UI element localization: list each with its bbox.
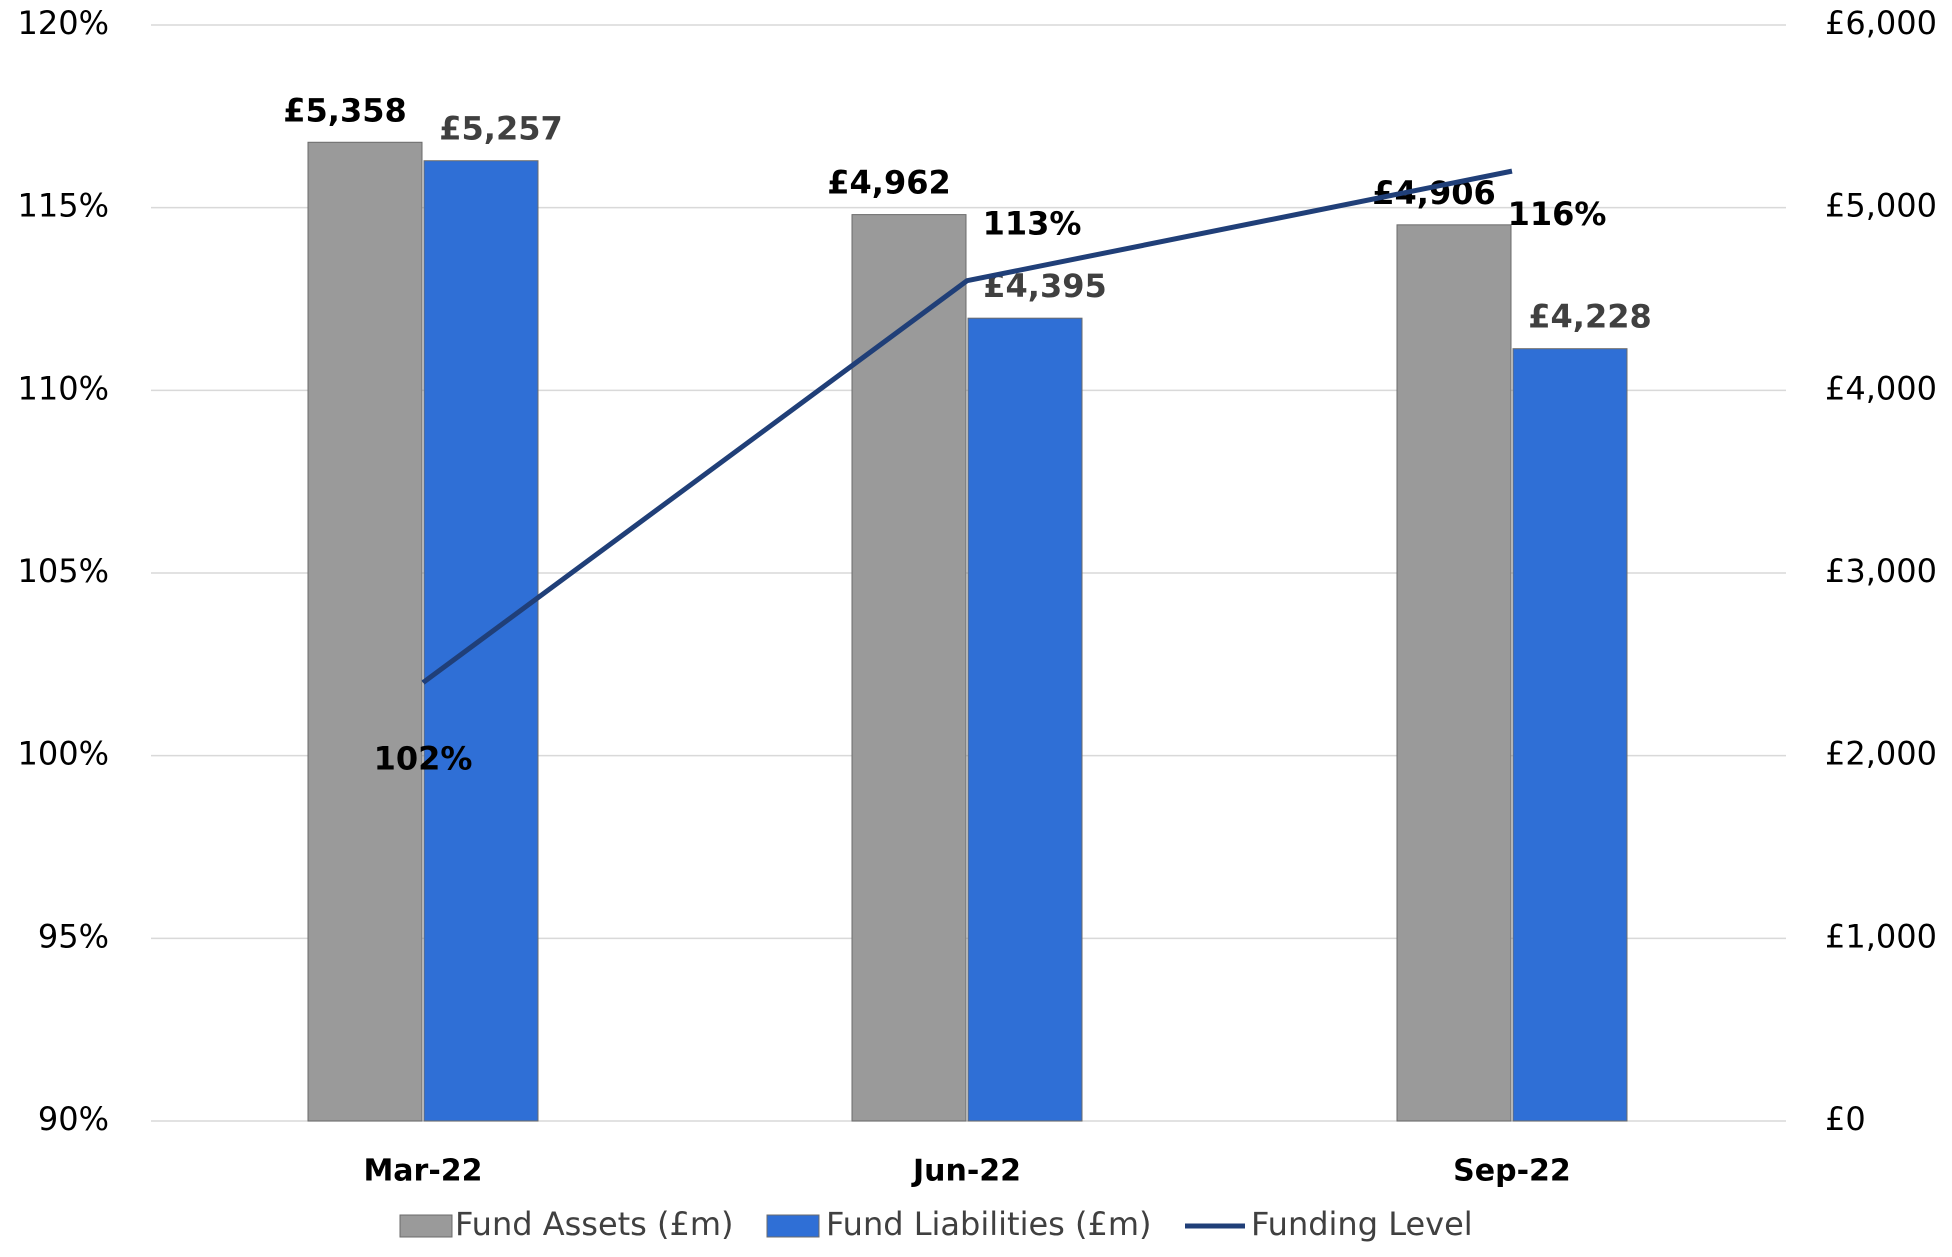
data-label: £4,228 [1528,298,1651,336]
y2-tick-label: £1,000 [1825,917,1937,955]
y2-tick-label: £3,000 [1825,552,1937,590]
y-tick-label: 105% [18,552,109,590]
y-tick-label: 120% [18,4,109,42]
bar [1396,224,1512,1122]
y-tick-label: 90% [38,1100,109,1138]
y-tick-label: 100% [18,735,109,773]
bar [967,317,1083,1122]
x-tick-label: Sep-22 [1453,1154,1571,1189]
y2-tick-label: £0 [1825,1100,1866,1138]
legend-label: Fund Liabilities (£m) [826,1205,1151,1243]
bar [851,214,967,1122]
y-tick-label: 110% [18,369,109,407]
line-label: 102% [374,740,473,778]
bar [1512,348,1628,1122]
legend-swatch [766,1214,820,1238]
line-label: 116% [1508,195,1607,233]
legend-label: Funding Level [1251,1205,1473,1243]
line-label: 113% [983,205,1082,243]
y-tick-label: 95% [38,917,109,955]
y2-tick-label: £2,000 [1825,735,1937,773]
legend-swatch [399,1214,453,1238]
y-tick-label: 115% [18,187,109,225]
y2-tick-label: £4,000 [1825,369,1937,407]
x-tick-label: Mar-22 [363,1154,482,1189]
legend-label: Fund Assets (£m) [455,1205,734,1243]
x-tick-label: Jun-22 [911,1154,1021,1189]
data-label: £4,962 [827,164,950,202]
y2-tick-label: £6,000 [1825,4,1937,42]
data-label: £5,358 [283,91,406,129]
line [421,168,1513,685]
data-label: £5,257 [439,110,562,148]
y2-tick-label: £5,000 [1825,187,1937,225]
bar [307,141,423,1122]
